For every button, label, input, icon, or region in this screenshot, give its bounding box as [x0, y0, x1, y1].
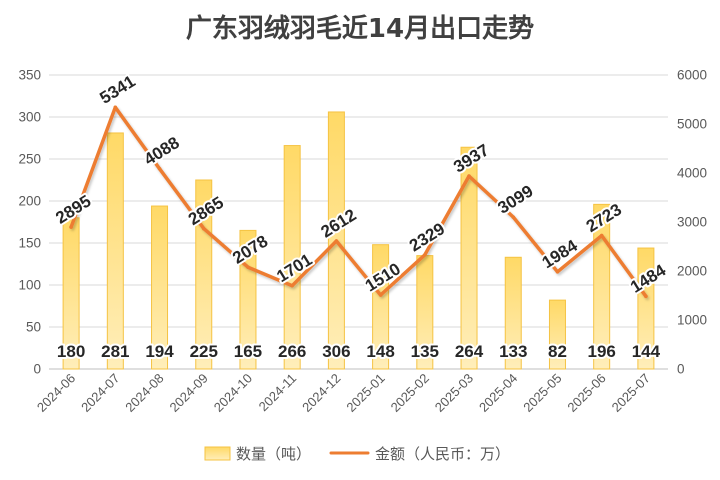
bar-value-label: 165 [234, 342, 262, 361]
y-right-tick-label: 4000 [677, 166, 707, 181]
amount-line [69, 105, 648, 299]
bar-2025-06 [593, 203, 611, 370]
bar-2025-03 [460, 146, 478, 370]
line-series-amount [69, 105, 648, 299]
bar-value-label: 306 [322, 342, 350, 361]
line-point-2024-10 [246, 265, 250, 269]
bar-2025-01 [372, 244, 390, 370]
legend-item-amount: 金额（人民币：万） [329, 445, 510, 463]
bar-data-labels: 180 281 194 225 165 266 306 148 135 264 133 82 196 14… [55, 340, 663, 363]
y-right-tick-label: 6000 [677, 68, 707, 83]
line-point-2025-01 [378, 293, 383, 297]
bar-2024-11 [283, 145, 301, 370]
legend-item-quantity: 数量（吨） [204, 445, 311, 463]
line-point-2025-05 [555, 269, 560, 274]
y-left-tick-label: 50 [26, 320, 41, 335]
bar-2025-05 [548, 299, 566, 370]
legend-swatch-bar [204, 446, 231, 461]
bar-value-label: 196 [587, 342, 615, 361]
bar-value-label: 135 [411, 342, 439, 361]
line-point-2025-06 [599, 233, 604, 238]
bar-value-label: 194 [145, 342, 174, 361]
bar-value-label: 148 [366, 342, 394, 361]
legend-label-amount: 金额（人民币：万） [375, 445, 510, 463]
legend-label-quantity: 数量（吨） [236, 445, 311, 463]
line-point-2025-04 [511, 215, 516, 219]
y-left-tick-label: 350 [18, 68, 41, 83]
line-point-2024-09 [201, 226, 206, 231]
chart-title: 广东羽绒羽毛近14月出口走势 [186, 13, 534, 44]
y-left-tick-label: 100 [18, 278, 41, 293]
line-point-2025-02 [423, 253, 427, 257]
bar-value-label: 264 [455, 342, 484, 361]
line-point-2024-06 [69, 225, 73, 229]
bar-2024-07 [106, 132, 124, 370]
bar-2024-09 [195, 179, 213, 370]
y-left-tick-label: 0 [33, 362, 41, 377]
y-axis-right: 0 1000 2000 3000 4000 5000 6000 [677, 68, 707, 377]
bar-2024-06 [62, 217, 80, 370]
y-axis-left: 0 50 100 150 200 250 300 350 [18, 68, 41, 377]
bar-2025-07 [637, 247, 655, 370]
y-left-tick-label: 250 [18, 152, 41, 167]
bar-value-label: 281 [101, 342, 129, 361]
bar-value-label: 82 [548, 342, 567, 361]
y-right-tick-label: 5000 [677, 117, 707, 132]
y-right-tick-label: 2000 [677, 264, 707, 279]
line-point-2025-07 [644, 294, 648, 299]
bar-value-label: 266 [278, 342, 306, 361]
line-point-2024-11 [290, 283, 294, 288]
legend: 数量（吨） 金额（人民币：万） [204, 445, 510, 463]
bar-series-quantity [62, 111, 655, 370]
bar-value-label: 144 [632, 342, 661, 361]
line-point-2024-12 [334, 239, 339, 243]
bar-2025-04 [504, 256, 522, 370]
y-left-tick-label: 200 [18, 194, 41, 209]
bar-2024-08 [151, 205, 169, 370]
y-right-tick-label: 1000 [677, 313, 707, 328]
y-left-tick-label: 300 [18, 110, 41, 125]
y-right-tick-label: 3000 [677, 215, 707, 230]
line-point-2024-07 [113, 105, 118, 110]
y-left-tick-label: 150 [18, 236, 41, 251]
line-point-2024-08 [157, 166, 162, 171]
line-point-2025-03 [467, 174, 471, 178]
bar-value-label: 225 [190, 342, 218, 361]
y-right-tick-label: 0 [677, 362, 685, 377]
bar-value-label: 180 [57, 342, 85, 361]
bar-value-label: 133 [499, 342, 527, 361]
